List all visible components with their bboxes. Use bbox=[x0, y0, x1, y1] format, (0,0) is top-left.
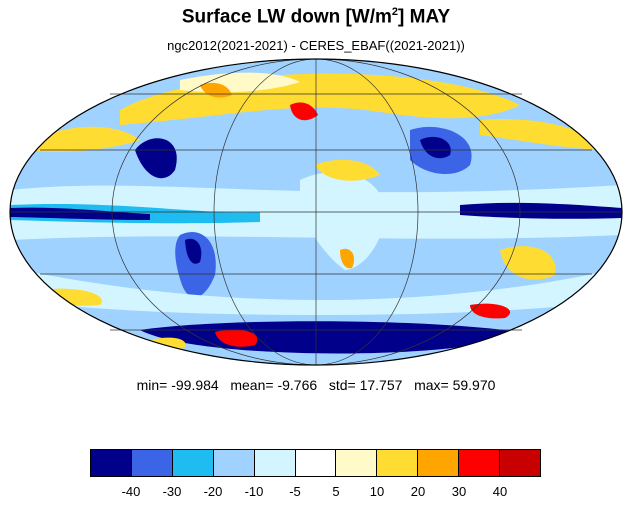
colorbar-box bbox=[418, 450, 460, 476]
north-east-warm bbox=[480, 119, 610, 150]
colorbar-box bbox=[336, 450, 378, 476]
amazon-dark bbox=[185, 238, 202, 264]
colorbar-tick-label: 30 bbox=[451, 484, 467, 499]
plot-subtitle: ngc2012(2021-2021) - CERES_EBAF((2021-20… bbox=[167, 38, 465, 53]
colorbar-tick-label: -40 bbox=[121, 484, 141, 499]
north-america-dark bbox=[135, 138, 177, 179]
colorbar-tick-label: -20 bbox=[203, 484, 223, 499]
plot-title: Surface LW down [W/m2] MAY bbox=[181, 6, 451, 28]
antarctic-peninsula-hot bbox=[215, 329, 258, 347]
colorbar-tick-label: 5 bbox=[332, 484, 340, 499]
globe-outline bbox=[9, 58, 623, 366]
colorbar-box bbox=[91, 450, 132, 476]
north-pacific-warm bbox=[30, 126, 140, 152]
colorbar-tick-label: 20 bbox=[410, 484, 426, 499]
colorbar-tick-label: 40 bbox=[492, 484, 508, 499]
south-america-blue bbox=[175, 231, 216, 298]
so-hot bbox=[470, 303, 511, 319]
southern-ocean bbox=[20, 270, 612, 315]
colorbar-tick-label: -30 bbox=[162, 484, 182, 499]
africa-pale bbox=[300, 172, 385, 270]
sahara-warm bbox=[315, 159, 380, 181]
australia-warm bbox=[500, 246, 556, 280]
colorbar-box bbox=[295, 450, 337, 476]
tibet-dark bbox=[420, 136, 451, 159]
colorbar-box bbox=[500, 450, 540, 476]
colorbar-box bbox=[172, 450, 214, 476]
south-africa-warm bbox=[340, 248, 355, 269]
colorbar-tick-label: -5 bbox=[289, 484, 301, 499]
stats-line: min= -99.984 mean= -9.766 std= 17.757 ma… bbox=[136, 377, 496, 393]
colorbar-box bbox=[131, 450, 173, 476]
colorbar-box bbox=[213, 450, 255, 476]
colorbar-box bbox=[254, 450, 296, 476]
equatorial-core bbox=[10, 207, 150, 220]
colorbar-box bbox=[459, 450, 501, 476]
colorbar bbox=[90, 449, 541, 477]
pacific-band bbox=[460, 202, 622, 219]
colorbar-tick-label: 10 bbox=[369, 484, 385, 499]
europe-hotspot bbox=[290, 102, 318, 121]
colorbar-box bbox=[377, 450, 419, 476]
colorbar-tick-label: -10 bbox=[244, 484, 264, 499]
colorbar-tick-labels: -40 -30 -20 -10 -5 5 10 20 30 40 bbox=[0, 484, 632, 504]
